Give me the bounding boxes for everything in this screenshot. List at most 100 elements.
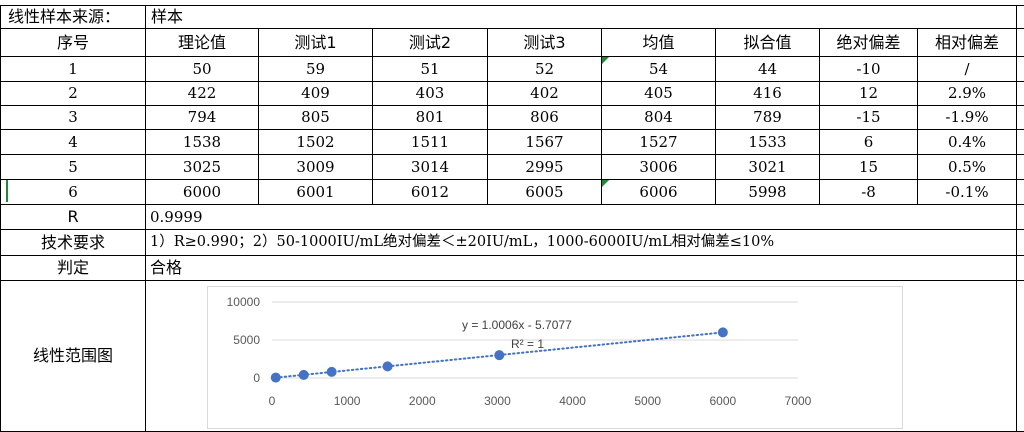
x-tick-label: 6000 [710,394,737,408]
table-cell: 3014 [410,157,450,176]
table-cell: 6012 [410,182,450,201]
table-cell: 3006 [639,157,678,176]
row-border [0,129,1024,130]
table-cell: 6001 [296,182,335,201]
trendline-equation: y = 1.0006x - 5.7077 [462,318,572,332]
chart-grid [272,301,798,379]
table-cell: 54 [648,59,669,78]
table-cell: 3 [68,108,78,126]
col-border [601,28,602,204]
col-border [917,28,918,204]
r-label: R [67,207,79,226]
table-cell: 789 [753,108,782,126]
col-border [0,5,1,432]
x-tick-label: 7000 [785,394,812,408]
col-border [819,28,820,204]
cell-error-indicator[interactable] [602,180,609,187]
col-border [145,5,146,432]
col-border [1016,5,1017,432]
table-cell: 12 [858,84,879,102]
table-cell: 2 [68,84,78,102]
table-cell: 44 [757,59,778,78]
row-border [0,255,1024,256]
linearity-chart[interactable]: 0 5000 10000 0 1000 2000 3000 4000 5000 6000 7000… [207,286,903,429]
source-label: 线性样本来源： [8,7,121,26]
chart-y-ticks: 0 5000 10000 [227,295,261,385]
x-tick-label: 1000 [334,394,361,408]
x-tick-label: 2000 [409,394,436,408]
table-cell: 405 [644,84,673,102]
header-mean: 均值 [642,32,675,52]
table-cell: 403 [415,84,445,102]
header-index: 序号 [56,32,89,52]
data-point[interactable] [382,361,393,372]
source-value: 样本 [151,7,184,26]
trendline-r2: R² = 1 [511,337,544,351]
table-cell: 3021 [748,157,787,176]
table-cell: 409 [301,84,330,102]
header-test3: 测试3 [523,32,566,52]
data-point[interactable] [717,327,728,338]
table-cell: 51 [420,59,440,78]
table-cell: -1.9% [945,108,989,126]
cell-error-indicator[interactable] [602,57,609,64]
x-tick-label: 3000 [484,394,511,408]
table-cell: 1502 [296,132,335,151]
r-value: 0.9999 [150,207,203,226]
judgement-label: 判定 [56,258,89,277]
table-cell: 801 [415,108,445,126]
table-cell: 4 [68,132,78,151]
chart-points [270,327,728,383]
row-border [0,105,1024,106]
table-cell: -10 [856,59,881,78]
table-cell: 806 [530,108,559,126]
table-cell: 402 [530,84,559,102]
row-border [0,81,1024,82]
x-tick-label: 0 [269,394,276,408]
row-selection-marker [6,180,8,202]
table-cell: -15 [856,108,881,126]
table-cell: -8 [861,182,876,201]
header-test2: 测试2 [408,32,452,52]
x-tick-label: 5000 [634,394,661,408]
table-cell: 50 [192,59,212,78]
header-abs-dev: 绝对偏差 [836,32,901,52]
table-cell: 5998 [748,182,787,201]
data-point[interactable] [326,366,337,377]
y-tick-label: 10000 [227,295,261,309]
requirement-label: 技术要求 [40,232,105,252]
table-cell: 0.4% [947,132,987,151]
table-cell: 2995 [525,157,564,176]
data-point[interactable] [270,372,281,383]
header-rel-dev: 相对偏差 [934,32,999,52]
row-border [0,179,1024,180]
table-cell: 416 [753,84,782,102]
y-tick-label: 5000 [233,333,260,347]
table-cell: 805 [301,108,330,126]
table-cell: 3025 [182,157,222,176]
row-border [0,154,1024,155]
chart-label: 线性范围图 [32,346,113,365]
col-border [372,28,373,204]
table-cell: 6 [863,132,874,151]
table-cell: 2.9% [947,84,987,102]
table-cell: 1527 [639,132,678,151]
row-border [0,229,1024,230]
data-point[interactable] [298,369,309,380]
row-border [0,280,1024,281]
table-cell: 1567 [525,132,564,151]
data-point[interactable] [494,350,505,361]
x-tick-label: 4000 [559,394,586,408]
header-test1: 测试1 [294,32,337,52]
col-border [715,28,716,204]
table-cell: 422 [187,84,217,102]
table-cell: -0.1% [945,182,989,201]
table-cell: 15 [858,157,879,176]
row-border [0,28,1024,29]
table-cell: 52 [534,59,555,78]
table-cell: 794 [187,108,217,126]
table-cell: 1 [68,59,78,78]
chart-svg: 0 5000 10000 0 1000 2000 3000 4000 5000 6000 7000… [227,295,812,408]
table-cell: 6005 [525,182,564,201]
